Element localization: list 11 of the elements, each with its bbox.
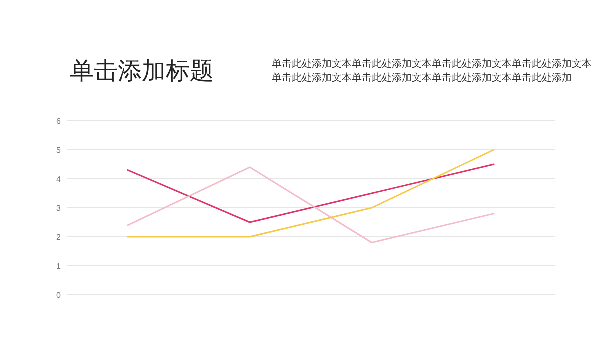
subtitle: 单击此处添加文本单击此处添加文本单击此处添加文本单击此处添加文本单击此处添加文本单击此处添加文本单击此处添加文本单击此处添加 (272, 58, 593, 86)
y-tick-label: 3 (56, 204, 62, 213)
line-series (127, 164, 495, 224)
line-series (127, 166, 495, 244)
y-tick-label: 5 (56, 146, 62, 155)
y-tick-label: 4 (56, 175, 62, 184)
title: 单击添加标题 (70, 57, 214, 87)
y-tick-label: 2 (56, 233, 62, 242)
y-tick-label: 0 (56, 291, 62, 300)
y-tick-label: 1 (56, 262, 62, 271)
y-tick-label: 6 (56, 117, 62, 126)
